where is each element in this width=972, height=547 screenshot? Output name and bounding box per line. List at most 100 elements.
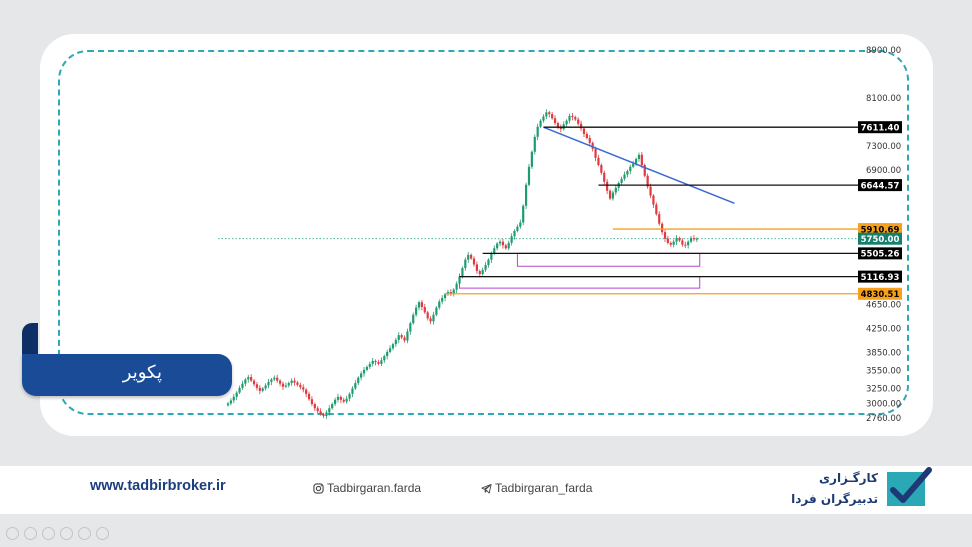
telegram-icon: [481, 483, 492, 494]
candle-body: [250, 377, 253, 381]
candle-body: [530, 151, 533, 167]
candle-body: [553, 118, 557, 124]
control-edit-icon[interactable]: [42, 527, 55, 540]
candle-body: [551, 114, 554, 119]
candle-body: [519, 222, 522, 227]
candle-body: [400, 335, 403, 338]
candle-body: [360, 373, 363, 378]
candle-body: [496, 243, 499, 249]
candle-body: [559, 126, 562, 130]
candle-body: [319, 411, 322, 415]
candle-body: [643, 165, 646, 176]
level-tag: [858, 223, 902, 236]
candle-body: [415, 307, 418, 315]
control-play-icon[interactable]: [24, 527, 37, 540]
control-more-icon[interactable]: [96, 527, 109, 540]
candle-body: [548, 112, 551, 115]
candle-body: [597, 157, 600, 166]
candle-body: [620, 178, 623, 183]
brand-line-1: کارگـزاری: [819, 471, 878, 485]
range-box-1: [516, 252, 701, 267]
candle-body: [302, 387, 305, 390]
candle-body: [267, 381, 270, 386]
candle-body: [426, 312, 429, 319]
candle-body: [394, 339, 397, 345]
candle-body: [420, 302, 424, 307]
candle-body: [493, 248, 496, 254]
control-zoom-icon[interactable]: [78, 527, 91, 540]
candle-body: [383, 356, 386, 361]
control-copy-icon[interactable]: [60, 527, 73, 540]
candle-body: [568, 115, 571, 121]
banner-body: [22, 354, 232, 396]
candle-body: [432, 314, 435, 322]
candle-body: [461, 268, 464, 277]
candle-body: [371, 360, 374, 364]
candle-body: [261, 388, 264, 391]
candle-body: [316, 408, 319, 412]
candle-body: [684, 244, 687, 246]
symbol-banner: پکویر: [22, 323, 232, 396]
candle-body: [470, 254, 473, 259]
candle-body: [658, 214, 661, 224]
candle-body: [235, 392, 238, 397]
level-tag: [858, 121, 902, 134]
candle-body: [331, 404, 334, 409]
candle-body: [695, 238, 698, 240]
candle-body: [652, 195, 655, 205]
dashed-frame: [58, 50, 909, 415]
candle-body: [510, 236, 513, 243]
candle-body: [594, 148, 597, 158]
candle-body: [634, 159, 638, 164]
candle-body: [417, 302, 421, 308]
telegram-handle[interactable]: Tadbirgaran_farda: [481, 481, 592, 495]
candle-body: [238, 387, 241, 393]
y-tick-label: 8900.00: [866, 46, 901, 56]
candle-body: [637, 154, 641, 160]
candle-body: [588, 138, 591, 143]
candle-body: [527, 166, 531, 185]
website-link[interactable]: www.tadbirbroker.ir: [90, 478, 226, 494]
candle-body: [467, 254, 470, 260]
candle-body: [258, 387, 261, 391]
control-back-icon[interactable]: [6, 527, 19, 540]
candle-body: [345, 398, 348, 402]
candle-body: [377, 362, 380, 364]
candle-body: [339, 396, 342, 400]
candle-body: [296, 382, 299, 385]
candle-body: [666, 238, 670, 243]
candle-body: [516, 226, 519, 231]
candle-body: [464, 259, 467, 269]
candle-body: [565, 120, 568, 125]
brand-line-2: تدبیرگران فردا: [791, 492, 878, 506]
candle-body: [501, 241, 505, 246]
candle-body: [244, 379, 247, 384]
candle-body: [600, 165, 603, 173]
candle-body: [478, 271, 481, 275]
candle-body: [490, 253, 493, 260]
candle-body: [661, 223, 664, 233]
candle-body: [397, 335, 400, 340]
candle-body: [252, 380, 256, 385]
candle-body: [472, 258, 476, 265]
candle-body: [475, 264, 478, 272]
candle-body: [669, 242, 672, 245]
candle-body: [287, 383, 290, 386]
candle-body: [675, 238, 678, 242]
instagram-handle[interactable]: Tadbirgaran.farda: [313, 481, 421, 495]
candle-body: [571, 115, 574, 118]
candle-body: [276, 377, 279, 381]
telegram-text: Tadbirgaran_farda: [495, 481, 593, 495]
candle-body: [678, 238, 681, 241]
y-tick-label: 3000.00: [866, 399, 901, 409]
candle-body: [333, 399, 337, 405]
candle-body: [577, 119, 580, 124]
banner-tab: [22, 323, 38, 363]
candle-body: [322, 414, 325, 417]
candle-body: [281, 383, 285, 387]
candle-body: [542, 116, 545, 121]
y-tick-label: 3250.00: [866, 384, 901, 394]
y-tick-label: 7300.00: [866, 142, 901, 152]
candle-body: [365, 366, 369, 370]
